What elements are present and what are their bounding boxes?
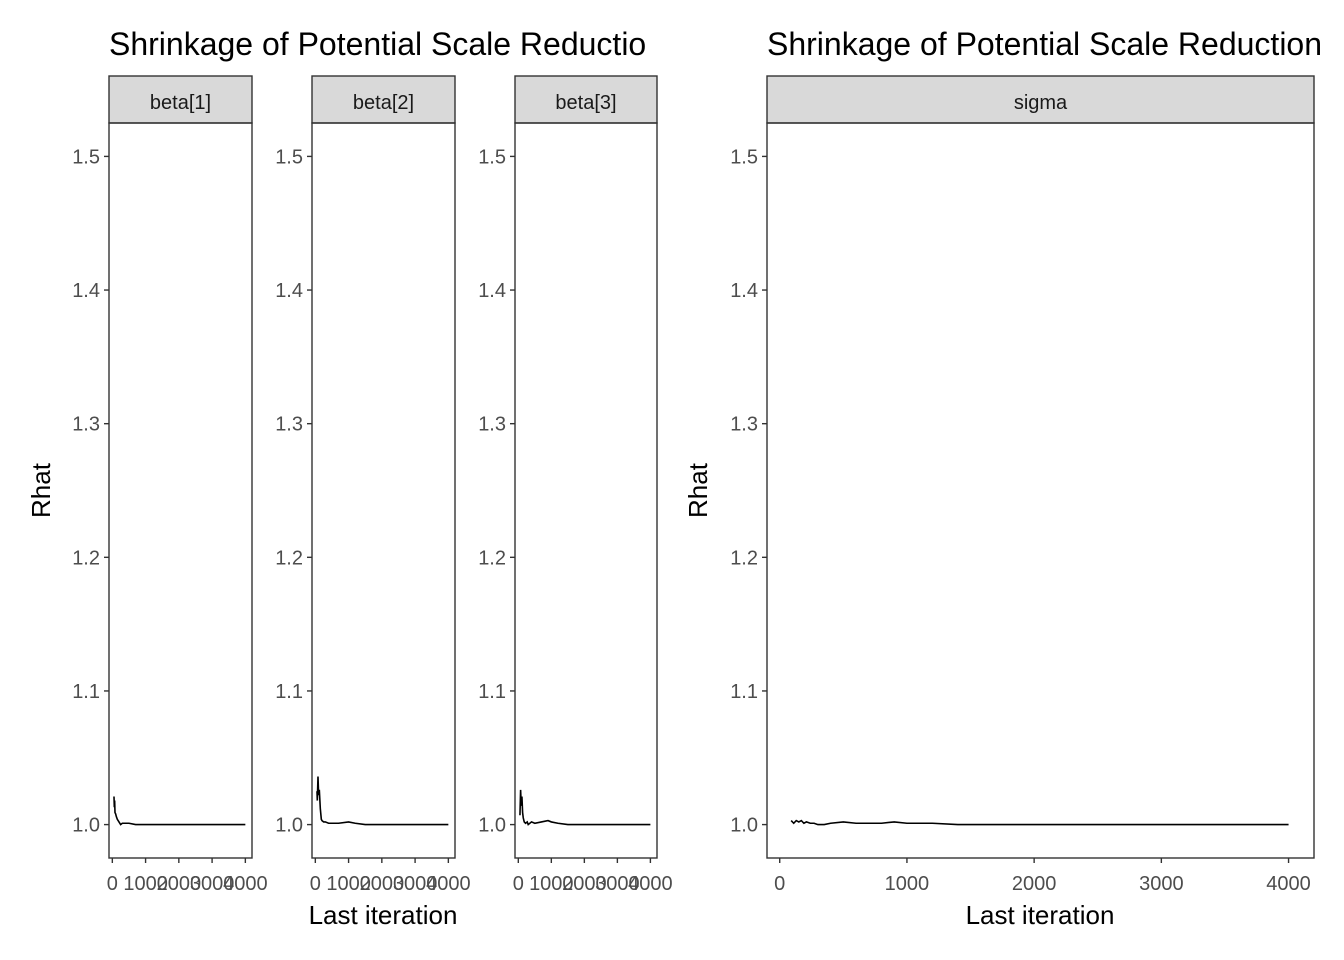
panel-border — [311, 122, 456, 859]
facet-panel: beta[3] 1.0 1.1 1.2 1.3 1.4 1.5 0 10002000300040… — [478, 75, 673, 895]
rhat-series-line — [316, 776, 449, 826]
facet-strip-label: beta[1] — [150, 92, 211, 114]
x-tick-label: 4000 — [1266, 873, 1311, 895]
facet-strip-label: sigma — [1014, 92, 1068, 114]
y-tick-label: 1.1 — [72, 681, 100, 703]
x-tick-label: 1000 — [529, 873, 574, 895]
y-tick-label: 1.0 — [478, 815, 506, 837]
panel-border — [514, 122, 658, 859]
x-tick-label: 3000 — [190, 873, 235, 895]
x-tick-label: 0 — [107, 873, 118, 895]
y-tick-label: 1.4 — [72, 280, 100, 302]
x-tick-label: 1000 — [885, 873, 930, 895]
x-tick-label: 2000 — [1012, 873, 1057, 895]
facet-panel: beta[2] 1.0 1.1 1.2 1.3 1.4 1.5 0 10002000300040… — [275, 75, 471, 895]
y-tick-label: 1.1 — [478, 681, 506, 703]
x-tick-label: 3000 — [595, 873, 640, 895]
y-axis-title: Rhat — [683, 462, 713, 518]
facet-strip-label: beta[2] — [353, 92, 414, 114]
facet-panel: beta[1] 1.0 1.1 1.2 1.3 1.4 1.5 0 10002000300040… — [72, 75, 268, 895]
x-tick-label: 3000 — [1139, 873, 1184, 895]
y-tick-label: 1.0 — [72, 815, 100, 837]
y-tick-label: 1.3 — [275, 414, 303, 436]
y-tick-label: 1.5 — [730, 146, 758, 168]
x-tick-label: 1000 — [326, 873, 371, 895]
x-axis-title: Last iteration — [966, 900, 1115, 930]
y-tick-label: 1.4 — [275, 280, 303, 302]
panel-border — [108, 122, 253, 859]
y-tick-label: 1.2 — [72, 547, 100, 569]
panel-border — [766, 122, 1315, 859]
y-tick-label: 1.2 — [730, 547, 758, 569]
x-tick-label: 0 — [310, 873, 321, 895]
facet-strip-label: beta[3] — [555, 92, 616, 114]
x-tick-label: 0 — [513, 873, 524, 895]
y-tick-label: 1.5 — [72, 146, 100, 168]
chart-group-2: Shrinkage of Potential Scale Reduction Rh… — [683, 26, 1322, 930]
facet-strip — [108, 75, 253, 124]
rhat-series-line — [519, 789, 651, 826]
y-tick-label: 1.1 — [730, 681, 758, 703]
x-tick-label: 4000 — [628, 873, 673, 895]
y-tick-label: 1.2 — [478, 547, 506, 569]
y-tick-label: 1.2 — [275, 547, 303, 569]
y-tick-label: 1.3 — [730, 414, 758, 436]
x-tick-label: 0 — [774, 873, 785, 895]
x-tick-label: 2000 — [562, 873, 607, 895]
x-tick-label: 3000 — [393, 873, 438, 895]
y-tick-label: 1.5 — [478, 146, 506, 168]
y-tick-label: 1.3 — [72, 414, 100, 436]
rhat-series-line — [113, 796, 246, 826]
x-tick-label: 1000 — [123, 873, 168, 895]
x-tick-label: 2000 — [157, 873, 202, 895]
x-tick-label: 4000 — [426, 873, 471, 895]
chart-group-1: Shrinkage of Potential Scale Reductio Rha… — [26, 26, 673, 930]
y-tick-label: 1.0 — [275, 815, 303, 837]
x-axis-title: Last iteration — [309, 900, 458, 930]
facet-panel: sigma 1.0 1.1 1.2 1.3 1.4 1.5 0 1000 2000 3000 4000 — [730, 75, 1315, 895]
x-tick-label: 4000 — [223, 873, 268, 895]
y-tick-label: 1.1 — [275, 681, 303, 703]
chart-title: Shrinkage of Potential Scale Reduction — [767, 26, 1322, 62]
y-axis-title: Rhat — [26, 462, 56, 518]
y-tick-label: 1.0 — [730, 815, 758, 837]
y-tick-label: 1.3 — [478, 414, 506, 436]
y-tick-label: 1.4 — [730, 280, 758, 302]
x-tick-label: 2000 — [360, 873, 405, 895]
y-tick-label: 1.5 — [275, 146, 303, 168]
y-tick-label: 1.4 — [478, 280, 506, 302]
chart-title: Shrinkage of Potential Scale Reductio — [109, 26, 646, 62]
facet-strip — [766, 75, 1315, 124]
rhat-series-line — [790, 819, 1289, 826]
